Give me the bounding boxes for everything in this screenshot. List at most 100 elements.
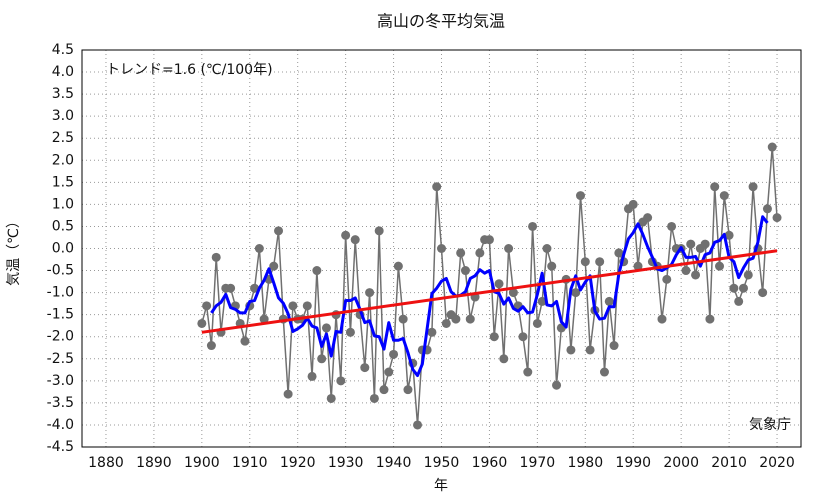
- data-point: [628, 199, 638, 209]
- data-point: [369, 393, 379, 403]
- data-point: [269, 261, 279, 271]
- x-tick-label: 1990: [615, 455, 651, 471]
- data-point: [360, 363, 370, 373]
- data-point: [326, 393, 336, 403]
- data-point: [413, 420, 423, 430]
- data-point: [437, 244, 446, 253]
- data-point: [542, 244, 552, 253]
- data-point: [211, 252, 221, 262]
- data-point: [691, 270, 701, 280]
- data-point: [599, 367, 609, 377]
- y-tick-label: -2.0: [47, 329, 74, 345]
- plot-frame: [81, 49, 802, 448]
- data-point: [609, 341, 619, 351]
- annotation: トレンド=1.6 (℃/100年): [106, 62, 273, 78]
- data-point: [427, 327, 437, 337]
- y-tick-label: -1.0: [47, 285, 74, 301]
- y-tick-label: 4.5: [52, 42, 74, 58]
- data-point: [738, 283, 748, 293]
- data-point: [274, 226, 284, 236]
- data-point: [259, 314, 269, 324]
- data-point: [705, 314, 715, 324]
- data-point: [475, 248, 485, 258]
- data-point: [518, 332, 528, 342]
- data-point: [729, 283, 739, 293]
- data-point: [532, 318, 542, 328]
- data-point: [762, 204, 772, 214]
- x-tick-label: 1920: [280, 455, 316, 471]
- data-point: [604, 296, 614, 306]
- data-point: [317, 354, 327, 364]
- data-point: [667, 221, 677, 231]
- data-point: [576, 191, 586, 201]
- data-point: [240, 336, 250, 346]
- data-point: [566, 345, 576, 355]
- data-point: [528, 221, 538, 231]
- data-point: [365, 288, 375, 298]
- y-tick-label: 2.5: [52, 130, 74, 146]
- data-point: [226, 283, 236, 293]
- y-tick-label: -4.5: [47, 439, 74, 455]
- data-point: [307, 371, 317, 381]
- data-point: [523, 367, 533, 377]
- data-point: [197, 318, 207, 328]
- data-point: [465, 314, 475, 324]
- data-point: [379, 385, 389, 395]
- y-tick-label: 3.0: [52, 108, 74, 124]
- data-point: [374, 226, 384, 236]
- y-tick-label: 0.0: [52, 241, 74, 257]
- x-tick-label: 2010: [711, 455, 747, 471]
- data-point: [389, 349, 399, 359]
- series-line: [210, 215, 769, 378]
- data-point: [734, 296, 744, 306]
- data-point: [504, 244, 514, 253]
- data-point: [499, 354, 509, 364]
- y-tick-label: -3.5: [47, 395, 74, 411]
- data-point: [312, 266, 322, 276]
- data-point: [441, 318, 451, 328]
- data-point: [302, 301, 312, 311]
- x-tick-label: 1880: [88, 455, 124, 471]
- x-axis-label: 年: [434, 478, 448, 494]
- y-tick-label: -2.5: [47, 351, 74, 367]
- data-point: [341, 230, 351, 240]
- series-line: [201, 146, 778, 426]
- data-point: [254, 244, 264, 253]
- data-point: [508, 288, 518, 298]
- data-point: [772, 213, 782, 223]
- data-point: [537, 296, 547, 306]
- y-tick-label: -3.0: [47, 373, 74, 389]
- x-tick-label: 1910: [232, 455, 268, 471]
- x-tick-label: 1960: [472, 455, 508, 471]
- y-tick-label: -0.5: [47, 263, 74, 279]
- data-point: [767, 142, 777, 152]
- y-tick-label: 1.0: [52, 196, 74, 212]
- x-tick-label: 1900: [184, 455, 220, 471]
- data-point: [614, 248, 624, 258]
- data-point: [384, 367, 394, 377]
- x-tick-label: 1970: [520, 455, 556, 471]
- data-point: [580, 257, 590, 267]
- data-point: [595, 257, 605, 267]
- data-point: [250, 283, 260, 293]
- y-tick-label: 0.5: [52, 218, 74, 234]
- data-point: [206, 341, 216, 351]
- data-point: [484, 235, 494, 245]
- data-point: [393, 261, 403, 271]
- data-point: [432, 182, 442, 192]
- data-point: [700, 239, 710, 249]
- x-tick-label: 2020: [759, 455, 795, 471]
- source: 気象庁: [749, 417, 791, 433]
- data-point: [336, 376, 346, 386]
- data-point: [202, 301, 212, 311]
- data-point: [321, 323, 331, 333]
- data-point: [451, 314, 461, 324]
- data-point: [283, 389, 293, 399]
- data-point: [456, 248, 466, 258]
- data-point: [724, 230, 734, 240]
- y-tick-label: 4.0: [52, 64, 74, 80]
- x-tick-label: 1980: [567, 455, 603, 471]
- trend-line: [201, 249, 778, 334]
- x-tick-label: 1930: [328, 455, 364, 471]
